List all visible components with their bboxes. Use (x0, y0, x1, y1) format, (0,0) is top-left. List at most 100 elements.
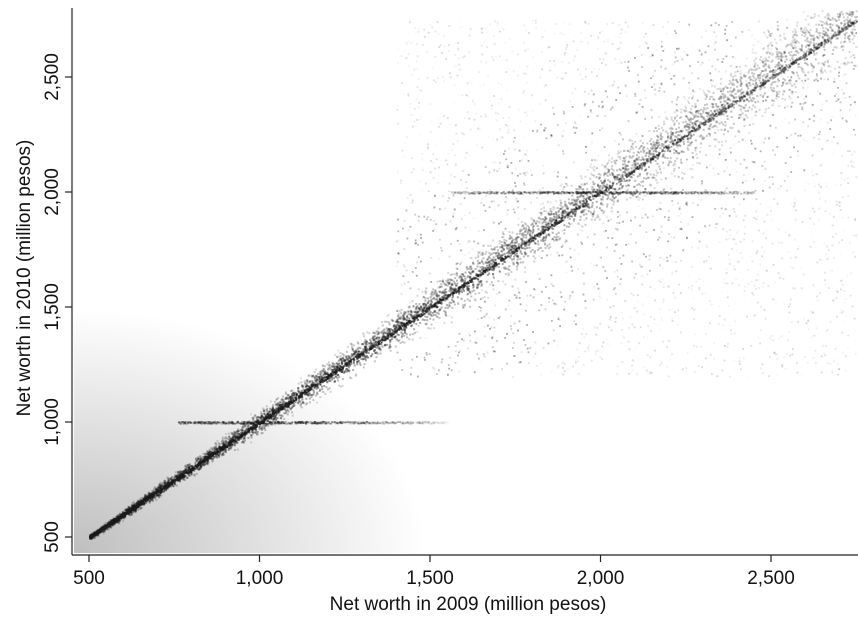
density-cell (851, 28, 854, 31)
density-cell (722, 88, 725, 91)
density-cell (804, 33, 807, 36)
density-cell (466, 288, 469, 291)
density-cell (629, 196, 632, 199)
density-cell (279, 405, 282, 407)
density-cell (652, 156, 655, 159)
density-cell (524, 222, 526, 225)
density-cell (512, 238, 514, 241)
density-cell (389, 339, 391, 342)
density-cell (372, 343, 375, 346)
density-cell (670, 135, 673, 138)
density-cell (482, 253, 484, 256)
density-cell (763, 73, 766, 76)
density-cell (219, 450, 222, 453)
density-cell (151, 492, 154, 495)
density-cell (294, 401, 297, 404)
density-cell (764, 80, 767, 83)
density-cell (566, 211, 569, 214)
density-cell (792, 33, 795, 36)
density-cell (640, 144, 643, 147)
density-cell (307, 392, 310, 394)
density-cell (589, 165, 592, 168)
density-cell (658, 127, 661, 130)
density-cell (603, 182, 606, 184)
density-cell (401, 321, 404, 324)
density-cell (230, 437, 233, 440)
density-cell (522, 236, 525, 239)
density-cell (103, 530, 106, 533)
density-cell (123, 516, 125, 519)
density-cell (273, 415, 276, 418)
density-cell (435, 294, 438, 297)
density-cell (103, 523, 106, 526)
density-cell (128, 506, 131, 509)
density-cell (443, 289, 446, 292)
density-cell (562, 209, 565, 212)
density-cell (849, 20, 851, 23)
density-cell (469, 272, 471, 275)
density-cell (229, 439, 232, 442)
density-cell (161, 485, 164, 488)
density-cell (689, 143, 692, 146)
density-cell (501, 244, 504, 247)
density-cell (492, 273, 495, 275)
density-cell (492, 268, 495, 271)
density-layer (74, 10, 858, 553)
density-cell (125, 509, 128, 512)
density-cell (591, 215, 594, 218)
density-cell (143, 503, 145, 506)
density-cell (212, 457, 215, 459)
density-cell (679, 158, 682, 161)
density-cell (745, 82, 748, 85)
density-cell (519, 250, 522, 253)
density-cell (838, 33, 841, 36)
density-cell (794, 53, 797, 56)
density-cell (320, 372, 323, 374)
density-cell (148, 491, 151, 494)
density-cell (588, 207, 591, 209)
density-cell (130, 511, 133, 514)
density-cell (675, 136, 678, 139)
density-cell (579, 187, 582, 190)
density-cell (252, 416, 255, 419)
density-cell (318, 375, 321, 378)
density-cell (587, 196, 590, 199)
density-cell (430, 323, 433, 326)
density-cell (656, 130, 659, 132)
density-cell (804, 18, 807, 21)
density-cell (434, 314, 437, 317)
density-cell (356, 352, 359, 355)
density-cell (673, 151, 676, 154)
density-cell (253, 421, 256, 424)
density-cell (311, 379, 314, 382)
density-cell (170, 478, 173, 481)
density-cell (729, 99, 732, 102)
density-cell (520, 252, 523, 255)
density-cell (507, 272, 510, 275)
density-cell (258, 425, 261, 428)
density-cell (603, 172, 606, 175)
density-cell (688, 124, 691, 127)
density-cell (751, 99, 754, 102)
density-cell (481, 265, 484, 268)
density-cell (157, 494, 160, 497)
density-cell (797, 63, 800, 66)
density-cell (195, 457, 197, 460)
density-cell (202, 458, 205, 461)
density-cell (496, 256, 499, 259)
density-cell (432, 313, 435, 316)
density-cell (390, 318, 393, 321)
density-cell (316, 378, 319, 381)
density-cell (637, 162, 640, 165)
density-cell (476, 285, 479, 288)
density-cell (428, 299, 431, 302)
density-cell (140, 499, 143, 502)
density-cell (199, 467, 202, 470)
density-cell (690, 135, 693, 137)
density-cell (636, 175, 639, 178)
density-cell (492, 284, 495, 287)
density-cell (221, 437, 224, 440)
density-cell (137, 500, 139, 503)
density-cell (111, 519, 114, 522)
density-cell (742, 99, 745, 102)
